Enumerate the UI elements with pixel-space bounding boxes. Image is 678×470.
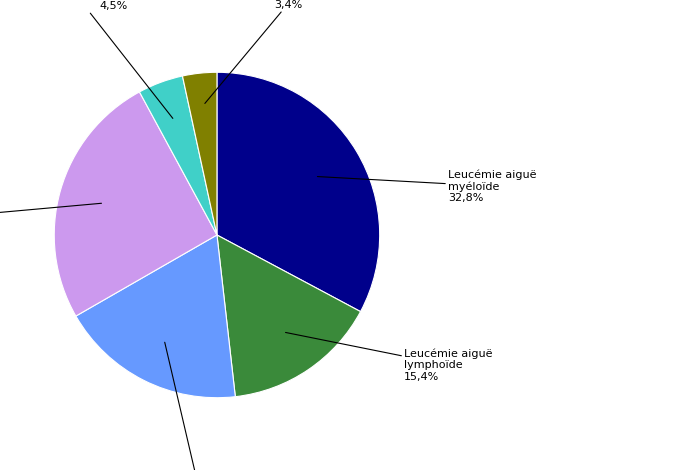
- Text: Autres hémopathies
myéloïdes
18,5%: Autres hémopathies myéloïdes 18,5%: [144, 342, 257, 470]
- Text: Autres
3,4%: Autres 3,4%: [205, 0, 310, 103]
- Text: Leucémie aiguë
lymphoïde
15,4%: Leucémie aiguë lymphoïde 15,4%: [285, 332, 493, 382]
- Text: Autres hémopathies
lymphoïdes
25,4%: Autres hémopathies lymphoïdes 25,4%: [0, 202, 102, 235]
- Wedge shape: [140, 76, 217, 235]
- Wedge shape: [217, 72, 380, 312]
- Wedge shape: [217, 235, 361, 397]
- Wedge shape: [182, 72, 217, 235]
- Wedge shape: [76, 235, 235, 398]
- Wedge shape: [54, 92, 217, 316]
- Text: Aplasies
constitutionnelles et
acquises et affections
constitutionnelles
4,5%: Aplasies constitutionnelles et acquises …: [5, 0, 173, 118]
- Text: Leucémie aiguë
myéloïde
32,8%: Leucémie aiguë myéloïde 32,8%: [317, 169, 536, 204]
